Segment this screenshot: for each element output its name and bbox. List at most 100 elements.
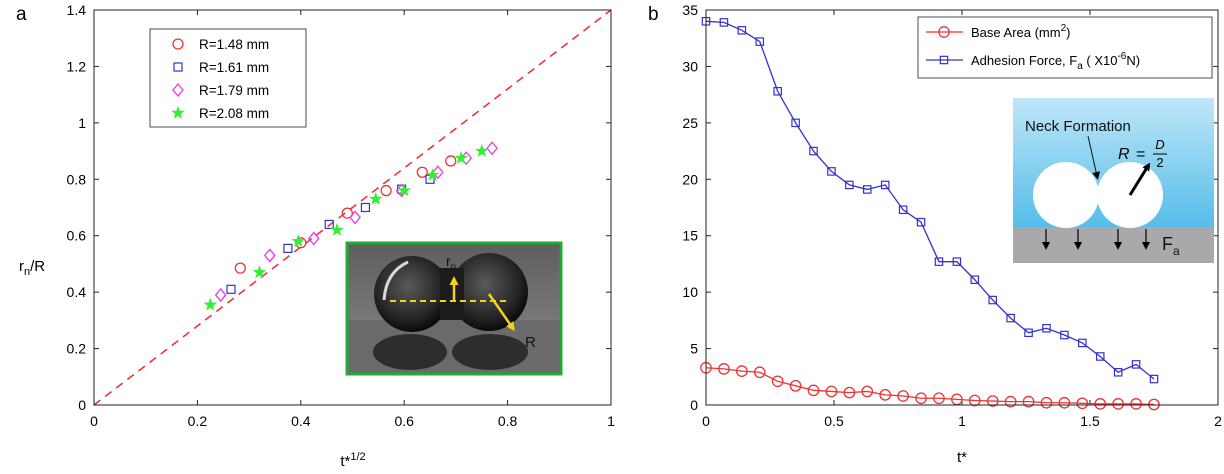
panel-b: b 0 0.5 1 1.5 2 0 5 10 15 20 25 30 35 Neck Formatio… [648, 2, 1222, 466]
data-point [454, 150, 468, 164]
data-point [368, 191, 383, 205]
data-point [1022, 395, 1035, 408]
formula-numerator: D [1155, 137, 1164, 152]
data-point [719, 18, 729, 27]
a-y-tick-label: 0 [78, 397, 86, 413]
b-y-tick-label: 30 [682, 58, 698, 74]
data-point [898, 205, 908, 215]
data-point [753, 366, 766, 379]
b-y-tick-label: 0 [690, 397, 698, 413]
a-x-tick-label: 0.8 [498, 413, 518, 429]
legend-marker [171, 105, 185, 119]
data-point [380, 184, 392, 197]
schematic-radius-arrow [1128, 162, 1151, 196]
data-point [879, 388, 892, 401]
data-point [1149, 374, 1159, 384]
droplet-reflection-left [373, 334, 447, 370]
data-point [1076, 397, 1089, 410]
data-point [1004, 395, 1017, 408]
legend-label: R=1.61 mm [199, 60, 269, 75]
data-point [291, 234, 306, 248]
data-point [1006, 313, 1015, 323]
legend-label: Adhesion Force, Fa ( X10-6N) [971, 51, 1140, 72]
a-x-tick-label: 0 [90, 413, 98, 429]
inset-photo: rn R [345, 241, 563, 376]
data-point [933, 392, 945, 405]
data-point [397, 183, 412, 197]
b-x-tick-label: 0.5 [824, 413, 844, 429]
a-y-tick-label: 1.2 [67, 58, 87, 74]
a-x-tick-label: 0.6 [394, 413, 414, 429]
data-point [986, 395, 999, 407]
data-point [360, 202, 371, 213]
data-point [755, 37, 765, 46]
legend-marker [939, 55, 949, 65]
neck-formation-label: Neck Formation [1025, 118, 1131, 135]
b-y-tick-label: 15 [682, 228, 698, 244]
y-axis-label-a: rn/R [19, 258, 45, 278]
droplet-neck [440, 268, 464, 320]
plot-frame-a [93, 9, 612, 406]
panel-a: a 0 0.2 0.4 0.6 0.8 1 0 0.2 0.4 0.6 0.8 1 1.2 1.4 rn… [16, 2, 615, 470]
neck-pointer-arrow [1087, 135, 1101, 180]
panel-label-a: a [16, 4, 27, 25]
force-arrows [1042, 229, 1150, 250]
x-axis-label-a: t*1/2 [340, 451, 365, 470]
b-y-tick-label: 25 [682, 115, 698, 131]
panel-label-b: b [648, 4, 659, 25]
reference-line [93, 9, 612, 406]
data-point [214, 287, 227, 302]
formula-equals: = [1136, 146, 1145, 163]
data-point [263, 248, 276, 263]
data-point [1131, 360, 1141, 369]
b-x-tick-label: 0 [702, 413, 710, 429]
data-point [952, 257, 962, 266]
a-y-tick-label: 0.2 [67, 341, 87, 357]
droplet-highlight [382, 260, 409, 301]
data-point [226, 284, 236, 294]
a-y-tick-label: 0.6 [67, 228, 87, 244]
data-point [825, 385, 838, 398]
a-y-tick-label: 1 [78, 115, 86, 131]
data-point [845, 180, 854, 190]
data-point [203, 297, 218, 311]
a-x-tick-label: 1 [607, 413, 615, 429]
legend-label: Base Area (mm2) [971, 23, 1071, 40]
data-point [307, 231, 320, 246]
data-point [809, 146, 818, 156]
data-point [1042, 323, 1051, 333]
data-point [737, 26, 747, 35]
schematic-substrate [1013, 227, 1214, 263]
b-y-tick-label: 20 [682, 171, 698, 187]
b-y-tick-label: 5 [690, 341, 698, 357]
data-point [1024, 328, 1033, 338]
data-point [1113, 367, 1123, 377]
data-point [843, 386, 856, 399]
data-point [324, 219, 334, 230]
data-point [735, 365, 748, 377]
inset-label-R: R [525, 334, 536, 351]
legend-label: R=2.08 mm [199, 106, 269, 121]
data-series-group [700, 17, 1160, 411]
legend-a: R=1.48 mm R=1.61 mm R=1.79 mm R=2.08 mm [149, 28, 307, 128]
legend-b: Base Area (mm2) Adhesion Force, Fa ( X10-… [917, 16, 1213, 79]
data-point [916, 217, 926, 227]
formula-denominator: 2 [1156, 155, 1163, 170]
data-point [789, 379, 802, 392]
x-axis-ticks: 0 0.2 0.4 0.6 0.8 1 [90, 10, 615, 429]
droplet-reflection-right [452, 334, 528, 370]
a-y-tick-label: 1.4 [67, 2, 87, 18]
b-y-tick-label: 10 [682, 284, 698, 300]
data-point [1130, 398, 1142, 410]
data-point [252, 265, 267, 279]
legend-marker [172, 38, 184, 50]
force-label: Fa [1162, 234, 1180, 258]
legend-box [149, 28, 307, 128]
droplet-radius-arrow [487, 293, 515, 332]
data-series-group [203, 141, 498, 311]
data-point [431, 165, 444, 180]
data-point [1040, 396, 1053, 409]
a-x-tick-label: 0.4 [291, 413, 311, 429]
data-point [445, 155, 457, 167]
